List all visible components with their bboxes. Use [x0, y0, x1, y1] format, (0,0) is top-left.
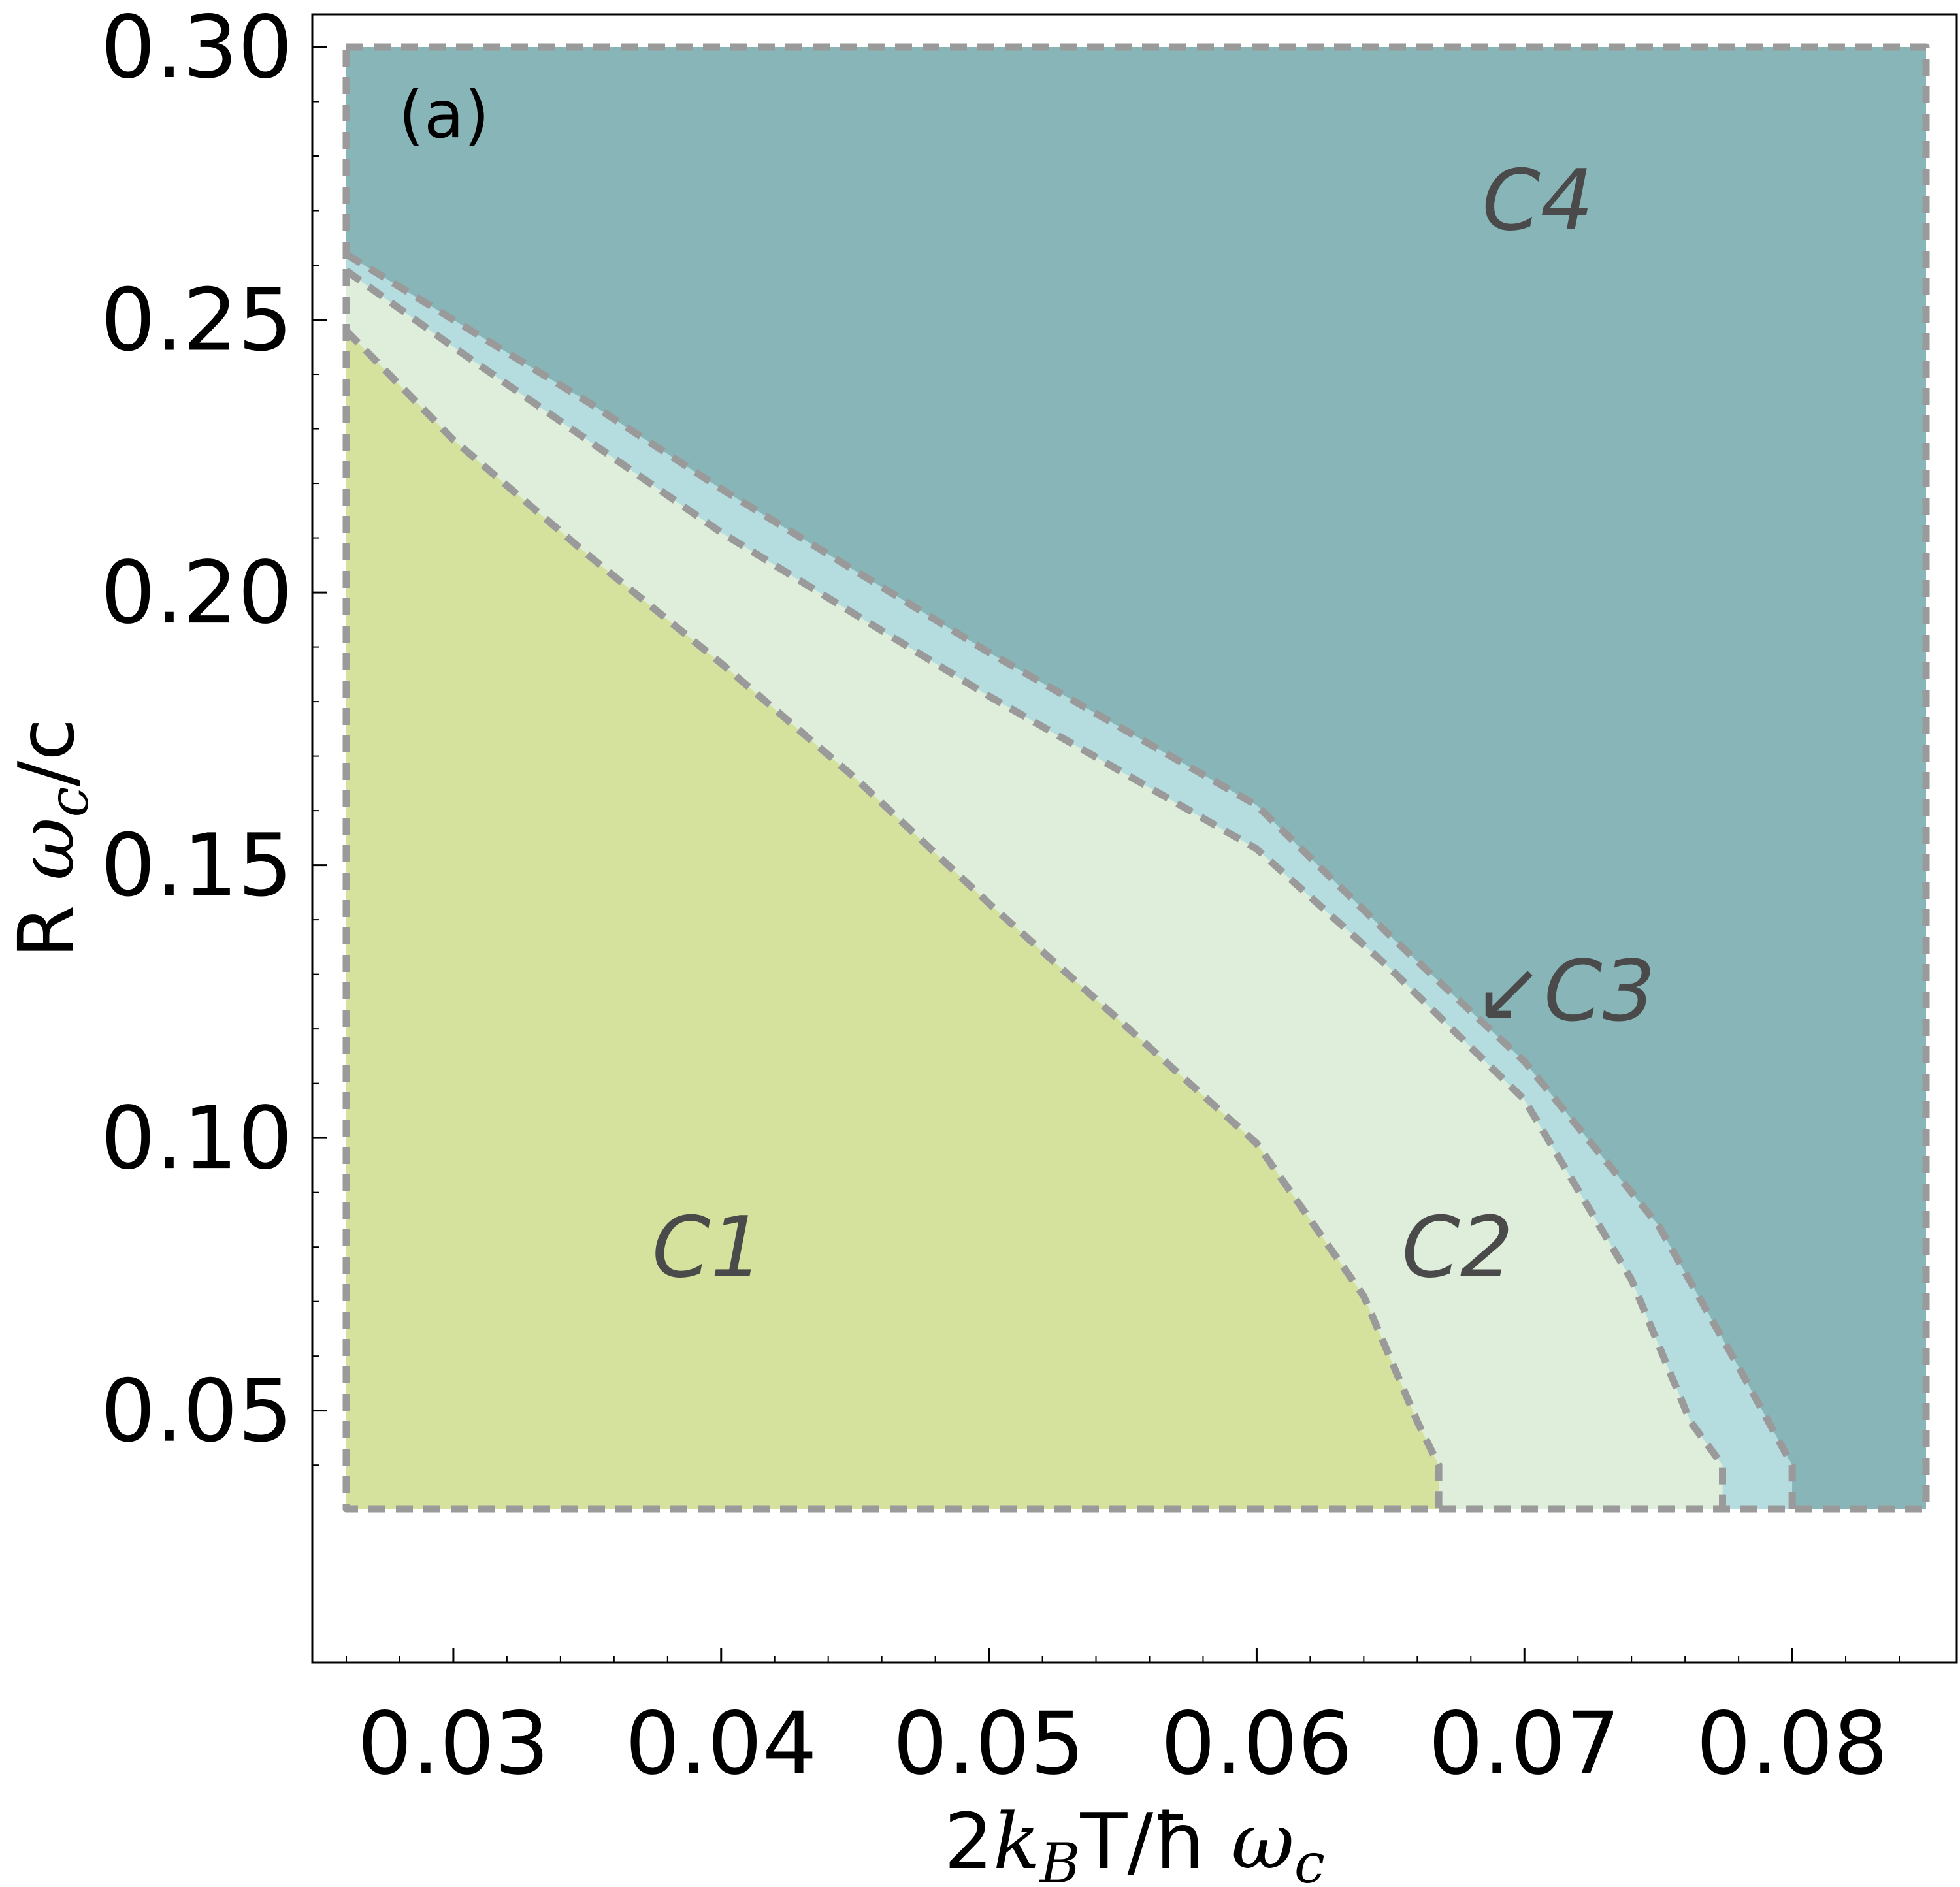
region-labels: C1 C2 ↙C3 C4 [652, 152, 1656, 1297]
plot-frame [311, 13, 1958, 1664]
region-label-C3: ↙C3 [1474, 943, 1656, 1040]
x-ticks: 0.03 0.04 0.05 0.06 0.07 0.08 [346, 1648, 1901, 1794]
y-tick-label: 0.10 [101, 1088, 293, 1189]
outer-boundary [342, 43, 1930, 1513]
x-axis-label: 2kBT/ħ ωc [944, 1796, 1325, 1887]
x-tick-label: 0.07 [1428, 1694, 1620, 1794]
boundaries-layer [342, 43, 1930, 1513]
y-tick-label: 0.05 [101, 1361, 293, 1462]
panel-label: (a) [399, 76, 489, 153]
y-ticks: 0.05 0.10 0.15 0.20 0.25 0.30 [101, 0, 327, 1466]
x-tick-label: 0.03 [357, 1694, 549, 1794]
region-label-C4: C4 [1482, 152, 1593, 250]
boundary-C3_C4 [344, 251, 1796, 1509]
y-tick-label: 0.15 [101, 816, 293, 916]
x-tick-label: 0.04 [625, 1694, 817, 1794]
region-C1 [346, 331, 1439, 1509]
y-tick-label: 0.30 [101, 0, 293, 98]
boundary-C2_C3 [344, 267, 1726, 1509]
region-label-C2: C2 [1401, 1199, 1513, 1297]
region-label-C1: C1 [652, 1199, 764, 1297]
y-tick-label: 0.20 [101, 543, 293, 643]
x-tick-label: 0.06 [1160, 1694, 1352, 1794]
y-tick-label: 0.25 [101, 270, 293, 371]
x-tick-label: 0.08 [1696, 1694, 1888, 1794]
x-tick-label: 0.05 [893, 1694, 1085, 1794]
y-axis-label: R ωc/c [1, 718, 101, 958]
boundary-C1_C2 [344, 328, 1443, 1509]
regions-layer [346, 47, 1926, 1509]
